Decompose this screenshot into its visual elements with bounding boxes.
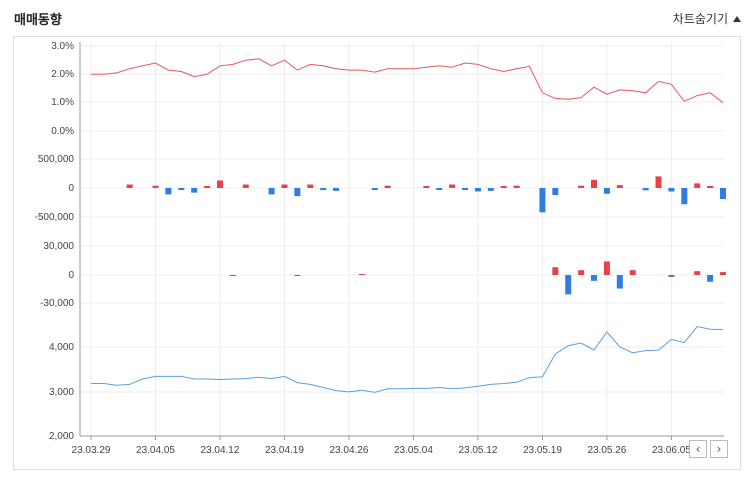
net-buy-bar (191, 188, 198, 193)
net-buy-bar (578, 270, 585, 275)
net-buy-bar (591, 179, 598, 188)
y-tick-label: 0 (68, 183, 74, 194)
net-buy-bar (423, 186, 430, 188)
y-tick-label: 2.0% (51, 69, 74, 80)
chart-nav: ‹ › (689, 440, 728, 458)
y-tick-label: 3.0% (51, 41, 74, 52)
net-buy-bar (229, 275, 236, 276)
net-buy-bar (578, 185, 585, 188)
net-buy-bar (126, 184, 133, 188)
y-tick-label: 30,000 (43, 241, 74, 252)
net-buy-bar (720, 272, 726, 275)
net-buy-bar (333, 188, 340, 191)
net-buy-bar (591, 275, 598, 281)
y-tick-label: -30,000 (40, 298, 74, 309)
net-buy-bar (616, 185, 623, 188)
net-buy-bar (204, 186, 211, 188)
net-buy-bar (707, 275, 714, 282)
holding-line-series (91, 325, 724, 393)
x-tick-label: 23.05.19 (523, 445, 562, 456)
net-buy-bar (552, 267, 559, 275)
net-buy-bar (358, 274, 365, 275)
net-buy-bar (268, 188, 275, 195)
net-buy-bar (436, 188, 443, 190)
net-buy-bar (178, 188, 185, 190)
net-buy-bar (694, 271, 701, 275)
net-buy-bar (294, 188, 301, 197)
y-tick-label: 3,000 (49, 387, 74, 398)
net-buy-bar (694, 183, 701, 188)
net-buy-bar (294, 275, 301, 276)
net-buy-bar (707, 186, 714, 188)
net-buy-bar (720, 188, 726, 200)
x-tick-label: 23.05.12 (458, 445, 497, 456)
x-tick-label: 23.05.26 (587, 445, 626, 456)
net-buy-bar (603, 261, 610, 275)
y-tick-label: 2,000 (49, 431, 74, 442)
net-buy-bar (552, 188, 559, 195)
prev-button[interactable]: ‹ (689, 440, 707, 458)
x-tick-label: 23.06.05 (652, 445, 691, 456)
y-tick-label: 500,000 (38, 154, 75, 165)
net-buy-bar (165, 188, 172, 195)
x-tick-label: 23.04.26 (329, 445, 368, 456)
net-buy-bar (152, 185, 159, 188)
hide-chart-label: 차트숨기기 (672, 12, 728, 26)
rate-line-series (91, 58, 724, 104)
section-title: 매매동향 (14, 13, 62, 28)
x-tick-label: 23.04.05 (136, 445, 175, 456)
y-tick-label: 4,000 (49, 342, 74, 353)
x-tick-label: 23.04.12 (201, 445, 240, 456)
net-buy-bar (281, 184, 288, 188)
net-buy-bar (616, 275, 623, 289)
net-buy-bar (487, 188, 494, 191)
hide-chart-toggle[interactable]: 차트숨기기 (673, 10, 741, 27)
net-buy-bar (242, 184, 249, 188)
net-buy-bar (642, 188, 649, 191)
net-buy-bar (449, 184, 456, 188)
y-tick-label: 0 (68, 270, 74, 281)
net-buy-bar (668, 188, 675, 192)
x-tick-label: 23.04.19 (265, 445, 304, 456)
net-buy-bar (681, 188, 688, 205)
trading-trend-chart: 3.0% 2.0% 1.0% 0.0% 500,000 0 -500,000 30,000 0 -… (35, 41, 726, 456)
net-buy-bar (307, 184, 314, 188)
net-buy-bar (539, 188, 546, 213)
net-buy-bar (320, 188, 327, 190)
net-buy-bar (513, 185, 520, 188)
net-buy-bar (462, 188, 469, 190)
trading-trend-chart-panel: 3.0% 2.0% 1.0% 0.0% 500,000 0 -500,000 30,000 0 -… (13, 36, 741, 470)
net-buy-bar (565, 275, 572, 295)
net-buy-bar (500, 186, 507, 188)
y-tick-label: 0.0% (51, 126, 74, 137)
net-buy-bar (603, 188, 610, 194)
y-tick-label: -500,000 (35, 212, 75, 223)
net-buy-bar (655, 176, 662, 188)
net-buy-bar (371, 188, 378, 190)
net-buy-bar (216, 180, 223, 188)
net-buy-bar (629, 270, 636, 275)
net-buy-bar (474, 188, 481, 192)
y-tick-label: 1.0% (51, 97, 74, 108)
x-tick-label: 23.05.04 (394, 445, 433, 456)
caret-up-icon (733, 15, 741, 22)
next-button[interactable]: › (710, 440, 728, 458)
net-buy-bar (384, 185, 391, 188)
net-buy-bar (668, 275, 675, 277)
x-tick-label: 23.03.29 (72, 445, 111, 456)
